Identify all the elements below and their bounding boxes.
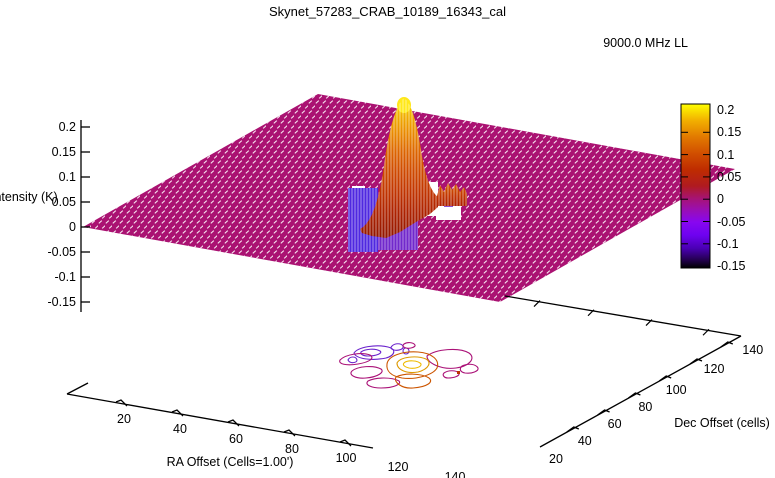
colorbar-tick-label: 0.15 bbox=[717, 125, 742, 140]
legend-label: 9000.0 MHz LL bbox=[603, 36, 688, 50]
colorbar-tick-label: -0.1 bbox=[717, 236, 739, 251]
z-tick-label: -0.15 bbox=[47, 294, 77, 309]
ra-tick-label: 140 bbox=[444, 470, 466, 478]
z-axis bbox=[80, 120, 90, 312]
z-tick-label: 0.05 bbox=[51, 194, 76, 209]
ra-tick-label: 60 bbox=[229, 432, 243, 446]
colorbar bbox=[680, 103, 711, 269]
ra-tick-label: 40 bbox=[173, 422, 187, 436]
z-axis-title: Intensity (K) bbox=[0, 190, 58, 204]
z-tick-label: 0.15 bbox=[51, 144, 76, 159]
dec-tick-label: 120 bbox=[703, 361, 725, 376]
ra-axis bbox=[66, 382, 374, 449]
plot-title: Skynet_57283_CRAB_10189_16343_cal bbox=[268, 4, 507, 19]
ra-tick-label: 20 bbox=[117, 412, 131, 426]
colorbar-tick-label: -0.15 bbox=[717, 258, 746, 273]
legend-line-sample bbox=[695, 42, 743, 44]
z-tick-label: 0.1 bbox=[58, 169, 76, 184]
ra-tick-label: 120 bbox=[387, 460, 409, 474]
z-tick-label: 0 bbox=[69, 219, 76, 234]
colorbar-tick-label: 0.2 bbox=[717, 102, 735, 117]
dec-tick-label: 140 bbox=[742, 342, 764, 357]
dec-axis bbox=[504, 295, 742, 448]
colorbar-tick-label: 0.05 bbox=[717, 169, 742, 184]
dec-axis-title: Dec Offset (cells) bbox=[674, 416, 770, 430]
dec-tick-label: 20 bbox=[549, 451, 563, 466]
colorbar-tick-label: -0.05 bbox=[717, 214, 746, 229]
secondary-ridge bbox=[437, 183, 467, 206]
dec-tick-label: 80 bbox=[638, 399, 653, 414]
dec-tick-label: 40 bbox=[577, 433, 592, 448]
dec-tick-label: 60 bbox=[607, 416, 622, 431]
dec-tick-label: 100 bbox=[665, 382, 687, 397]
main-peak bbox=[360, 97, 438, 238]
z-tick-label: -0.1 bbox=[54, 269, 76, 284]
z-tick-label: -0.05 bbox=[47, 244, 77, 259]
ra-axis-title: RA Offset (Cells=1.00') bbox=[166, 455, 294, 469]
colorbar-tick-label: 0.1 bbox=[717, 147, 735, 162]
ra-tick-label: 80 bbox=[285, 442, 299, 456]
ra-tick-label: 100 bbox=[335, 451, 357, 465]
base-contours bbox=[339, 342, 479, 389]
z-tick-label: 0.2 bbox=[58, 119, 76, 134]
colorbar-tick-label: 0 bbox=[717, 191, 724, 206]
